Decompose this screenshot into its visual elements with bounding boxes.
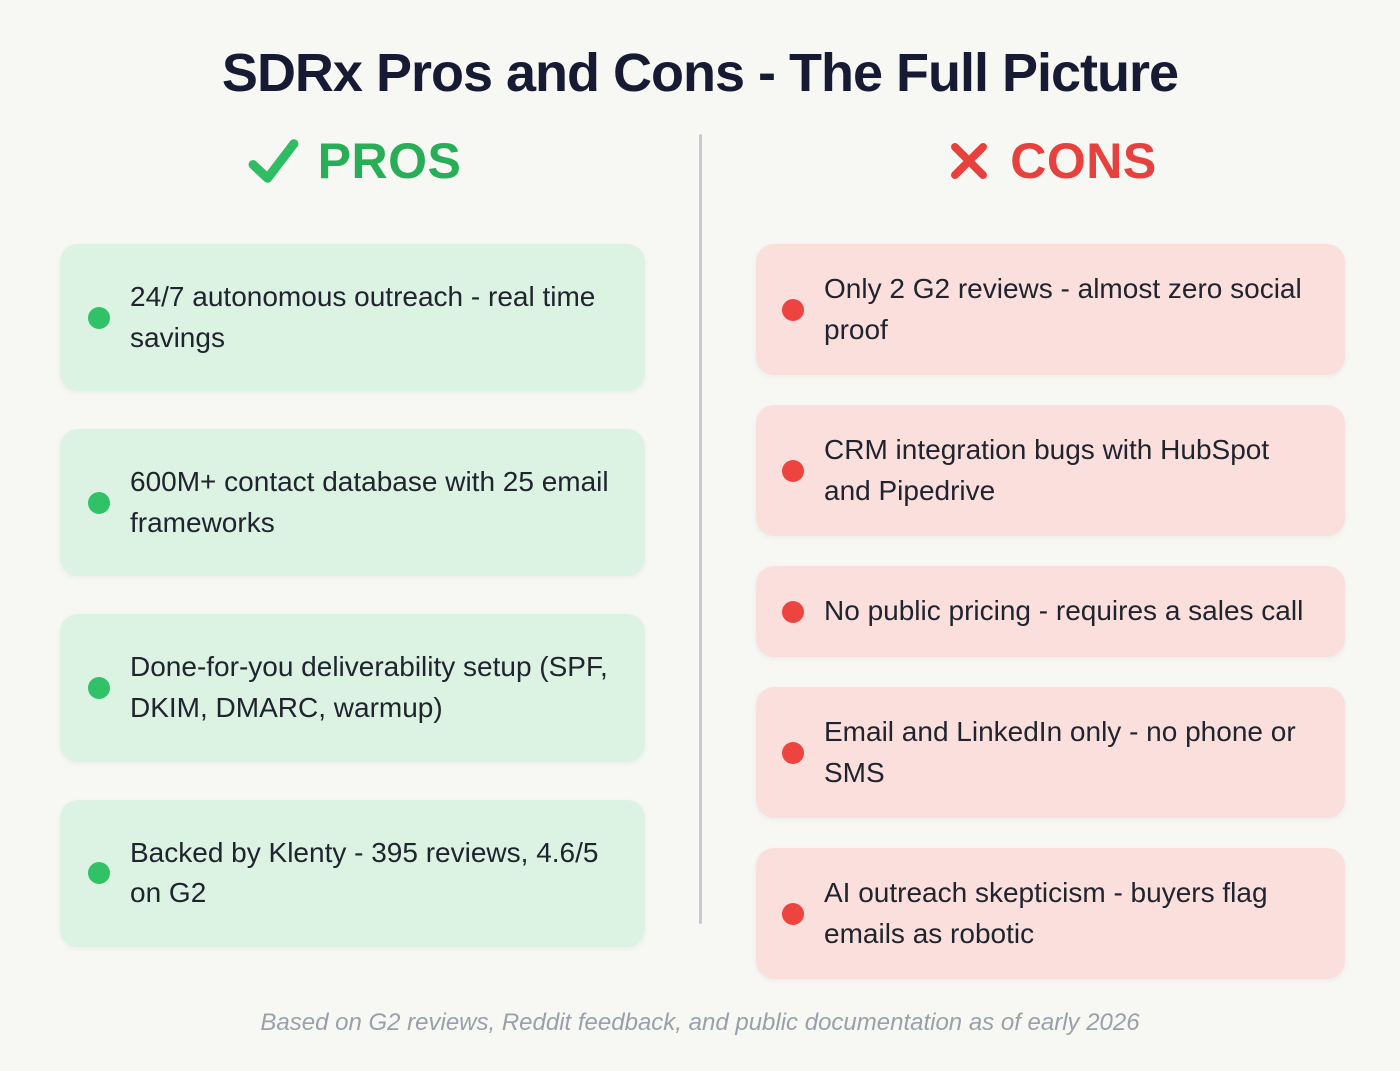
pro-item-text: Done-for-you deliverability setup (SPF, … [130, 651, 608, 723]
list-item: CRM integration bugs with HubSpot and Pi… [756, 405, 1345, 537]
pro-item-text: 600M+ contact database with 25 email fra… [130, 466, 609, 538]
page-title: SDRx Pros and Cons - The Full Picture [221, 43, 1179, 103]
con-item-text: Email and LinkedIn only - no phone or SM… [824, 715, 1296, 788]
pro-item-text: 24/7 autonomous outreach - real time sav… [130, 281, 596, 353]
red-dot-icon [782, 741, 804, 764]
pros-column: PROS 24/7 autonomous outreach - real tim… [0, 126, 700, 1009]
green-dot-icon [88, 491, 110, 514]
footer-note: Based on G2 reviews, Reddit feedback, an… [260, 1009, 1140, 1037]
con-item-text: No public pricing - requires a sales cal… [824, 595, 1304, 627]
con-item-text: CRM integration bugs with HubSpot and Pi… [824, 434, 1270, 506]
list-item: Done-for-you deliverability setup (SPF, … [60, 614, 645, 762]
list-item: Backed by Klenty - 395 reviews, 4.6/5 on… [60, 799, 645, 947]
comparison-columns: PROS 24/7 autonomous outreach - real tim… [0, 126, 1400, 1009]
green-dot-icon [88, 862, 110, 885]
red-dot-icon [782, 902, 804, 925]
list-item: 600M+ contact database with 25 email fra… [60, 429, 645, 577]
list-item: No public pricing - requires a sales cal… [756, 566, 1345, 657]
pro-item-text: Backed by Klenty - 395 reviews, 4.6/5 on… [130, 836, 599, 909]
pros-header: PROS [60, 126, 645, 196]
list-item: Only 2 G2 reviews - almost zero social p… [756, 244, 1345, 376]
red-dot-icon [782, 600, 804, 623]
red-dot-icon [782, 459, 804, 482]
x-icon [944, 136, 994, 186]
check-icon [244, 132, 302, 190]
con-item-text: Only 2 G2 reviews - almost zero social p… [824, 273, 1302, 345]
list-item: 24/7 autonomous outreach - real time sav… [60, 244, 645, 392]
infographic-page: SDRx Pros and Cons - The Full Picture PR… [0, 43, 1400, 1037]
cons-header-label: CONS [1010, 133, 1157, 189]
cons-column: CONS Only 2 G2 reviews - almost zero soc… [700, 126, 1400, 1009]
list-item: AI outreach skepticism - buyers flag ema… [756, 848, 1345, 980]
green-dot-icon [88, 676, 110, 699]
list-item: Email and LinkedIn only - no phone or SM… [756, 686, 1345, 819]
red-dot-icon [782, 298, 804, 321]
cons-header: CONS [756, 126, 1345, 196]
con-item-text: AI outreach skepticism - buyers flag ema… [824, 877, 1268, 949]
column-divider [699, 134, 702, 924]
green-dot-icon [88, 306, 110, 329]
pros-header-label: PROS [317, 133, 462, 189]
